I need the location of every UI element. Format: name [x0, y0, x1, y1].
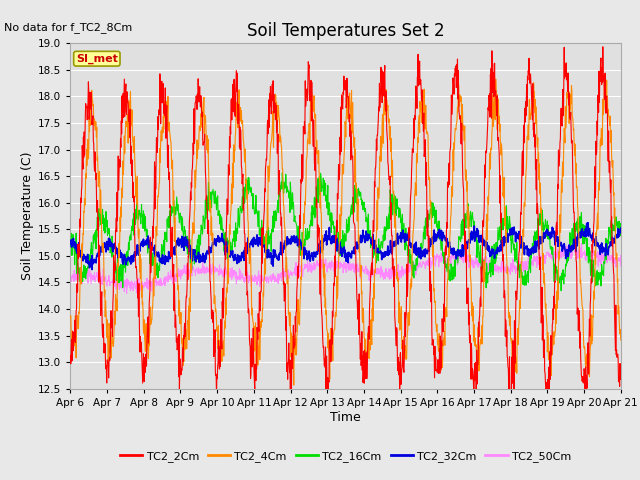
Title: Soil Temperatures Set 2: Soil Temperatures Set 2 [247, 22, 444, 40]
Text: SI_met: SI_met [76, 54, 118, 64]
Text: No data for f_TC2_8Cm: No data for f_TC2_8Cm [4, 23, 132, 34]
Y-axis label: Soil Temperature (C): Soil Temperature (C) [21, 152, 34, 280]
X-axis label: Time: Time [330, 410, 361, 424]
Legend: TC2_2Cm, TC2_4Cm, TC2_16Cm, TC2_32Cm, TC2_50Cm: TC2_2Cm, TC2_4Cm, TC2_16Cm, TC2_32Cm, TC… [115, 446, 576, 466]
